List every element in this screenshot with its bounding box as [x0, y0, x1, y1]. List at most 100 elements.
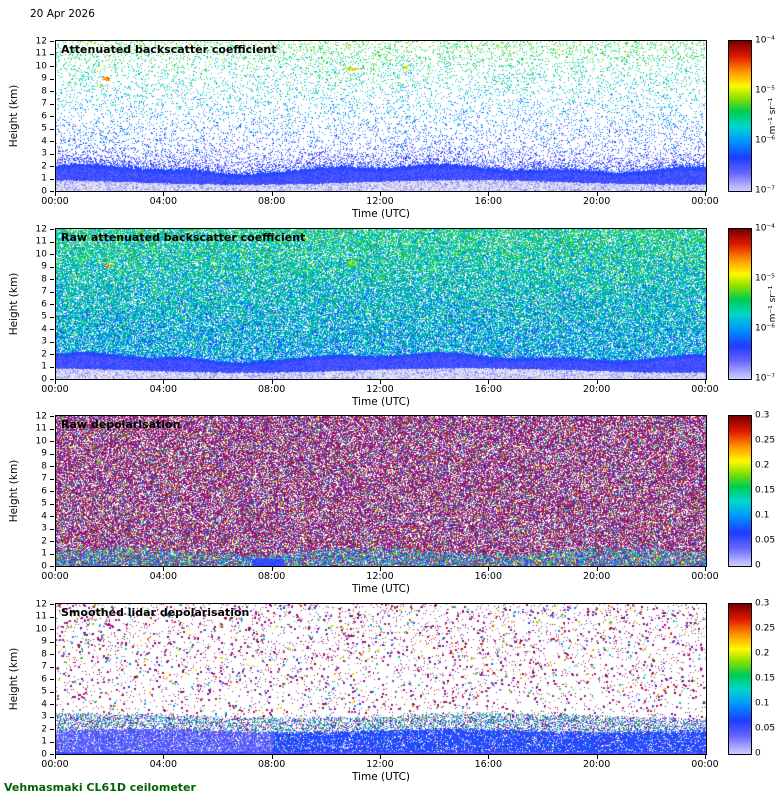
y-tick-mark [50, 516, 54, 517]
colorbar-tick-label: 0 [755, 748, 761, 759]
colorbar-tick-label: 10⁻⁴ [755, 223, 775, 234]
x-tick-mark [488, 380, 490, 384]
plot-area-raw-backscatter: Raw attenuated backscatter coefficient [55, 228, 707, 380]
x-tick-label: 00:00 [691, 571, 719, 582]
colorbar-ticks: 10⁻⁴ 10⁻⁵ 10⁻⁶ 10⁻⁷ [755, 36, 780, 196]
x-tick-label: 20:00 [582, 196, 611, 207]
colorbar-ticks: 0.3 0.25 0.2 0.15 0.1 0.05 0 [755, 599, 780, 759]
x-tick-label: 16:00 [474, 571, 503, 582]
panel-title: Attenuated backscatter coefficient [61, 43, 277, 56]
x-tick-mark [55, 755, 56, 759]
colorbar-tick-label: 10⁻⁵ [755, 85, 775, 96]
colorbar-tick-label: 10⁻⁷ [755, 373, 775, 384]
x-axis-ticks: 00:00 04:00 08:00 12:00 16:00 20:00 00:00 [41, 192, 719, 210]
y-tick-mark [50, 379, 54, 380]
x-tick-mark [163, 380, 165, 384]
x-tick-label: 04:00 [149, 571, 178, 582]
panel-title: Smoothed lidar depolarisation [61, 606, 250, 619]
x-tick-label: 20:00 [582, 759, 611, 770]
x-tick-label: 08:00 [257, 196, 286, 207]
y-tick-mark [50, 41, 54, 42]
y-tick-mark [50, 116, 54, 117]
y-tick-mark [50, 729, 54, 730]
y-tick-label: 3 [41, 523, 47, 534]
x-tick-label: 08:00 [257, 759, 286, 770]
y-tick-label: 7 [41, 286, 47, 297]
y-tick-mark [50, 366, 54, 368]
y-tick-label: 4 [41, 511, 47, 521]
y-tick-mark [50, 666, 54, 668]
x-tick-mark [380, 192, 381, 196]
y-tick-mark [50, 341, 54, 343]
x-tick-mark [380, 567, 381, 571]
x-tick-mark [596, 380, 598, 384]
x-tick-label: 00:00 [691, 759, 719, 770]
x-axis-label: Time (UTC) [351, 396, 411, 408]
plot-area-attenuated-backscatter: Attenuated backscatter coefficient [55, 40, 707, 192]
y-tick-label: 8 [41, 86, 47, 96]
x-tick-label: 00:00 [41, 196, 69, 207]
x-tick-label: 00:00 [41, 571, 69, 582]
colorbar-tick-label: 0.2 [755, 648, 770, 659]
y-tick-label: 0 [41, 186, 47, 196]
y-tick-mark [50, 754, 54, 755]
x-tick-mark [55, 380, 56, 384]
y-tick-label: 6 [41, 111, 47, 121]
y-tick-mark [50, 141, 54, 142]
y-tick-label: 5 [41, 123, 47, 134]
y-tick-label: 11 [35, 48, 47, 59]
y-tick-label: 12 [35, 411, 47, 421]
y-tick-label: 12 [35, 599, 47, 609]
y-tick-mark [50, 229, 54, 230]
x-axis-label: Time (UTC) [351, 771, 411, 783]
x-axis-label: Time (UTC) [351, 208, 411, 220]
y-tick-label: 3 [41, 336, 47, 347]
y-tick-label: 5 [41, 686, 47, 697]
panel-title: Raw attenuated backscatter coefficient [61, 231, 306, 244]
y-tick-mark [50, 354, 54, 355]
panel-smoothed-depolarisation: Height (km) 0 1 2 3 4 5 6 7 8 9 10 11 12 Smoothed li… [0, 599, 780, 791]
y-tick-label: 11 [35, 423, 47, 434]
colorbar-ticks: 10⁻⁴ 10⁻⁵ 10⁻⁶ 10⁻⁷ [755, 224, 780, 384]
colorbar [728, 603, 752, 755]
y-tick-label: 2 [41, 161, 47, 171]
x-axis-label: Time (UTC) [351, 583, 411, 595]
date-label: 20 Apr 2026 [30, 8, 95, 20]
x-tick-label: 00:00 [691, 196, 719, 207]
y-axis-ticks: 0 1 2 3 4 5 6 7 8 9 10 11 12 [0, 412, 54, 571]
y-tick-mark [50, 416, 54, 417]
y-tick-label: 9 [41, 448, 47, 459]
heatmap-canvas [56, 41, 706, 191]
x-tick-label: 08:00 [257, 384, 286, 395]
y-axis-ticks: 0 1 2 3 4 5 6 7 8 9 10 11 12 [0, 37, 54, 196]
colorbar-unit-label: m⁻¹ sr⁻¹ [768, 285, 778, 323]
y-tick-label: 5 [41, 498, 47, 509]
colorbar-tick-label: 10⁻⁴ [755, 35, 775, 46]
y-tick-label: 11 [35, 236, 47, 247]
x-tick-mark [271, 755, 273, 759]
colorbar-tick-label: 0.05 [755, 535, 776, 546]
y-tick-mark [50, 128, 54, 130]
y-tick-mark [50, 166, 54, 167]
y-tick-label: 10 [35, 624, 47, 634]
heatmap-canvas [56, 416, 706, 566]
y-tick-label: 6 [41, 299, 47, 309]
x-tick-mark [163, 755, 165, 759]
colorbar-tick-label: 10⁻⁷ [755, 185, 775, 196]
plot-area-raw-depolarisation: Raw depolarisation [55, 415, 707, 567]
y-tick-label: 8 [41, 274, 47, 284]
y-tick-mark [50, 329, 54, 330]
y-axis-ticks: 0 1 2 3 4 5 6 7 8 9 10 11 12 [0, 600, 54, 759]
x-axis-ticks: 00:00 04:00 08:00 12:00 16:00 20:00 00:00 [41, 380, 719, 398]
y-tick-label: 10 [35, 249, 47, 259]
x-tick-label: 16:00 [474, 384, 503, 395]
y-tick-mark [50, 716, 54, 718]
y-tick-mark [50, 604, 54, 605]
y-tick-mark [50, 103, 54, 105]
colorbar-tick-label: 0.15 [755, 485, 776, 496]
x-axis-ticks: 00:00 04:00 08:00 12:00 16:00 20:00 00:00 [41, 567, 719, 585]
x-tick-label: 20:00 [582, 571, 611, 582]
y-tick-mark [50, 654, 54, 655]
colorbar [728, 415, 752, 567]
